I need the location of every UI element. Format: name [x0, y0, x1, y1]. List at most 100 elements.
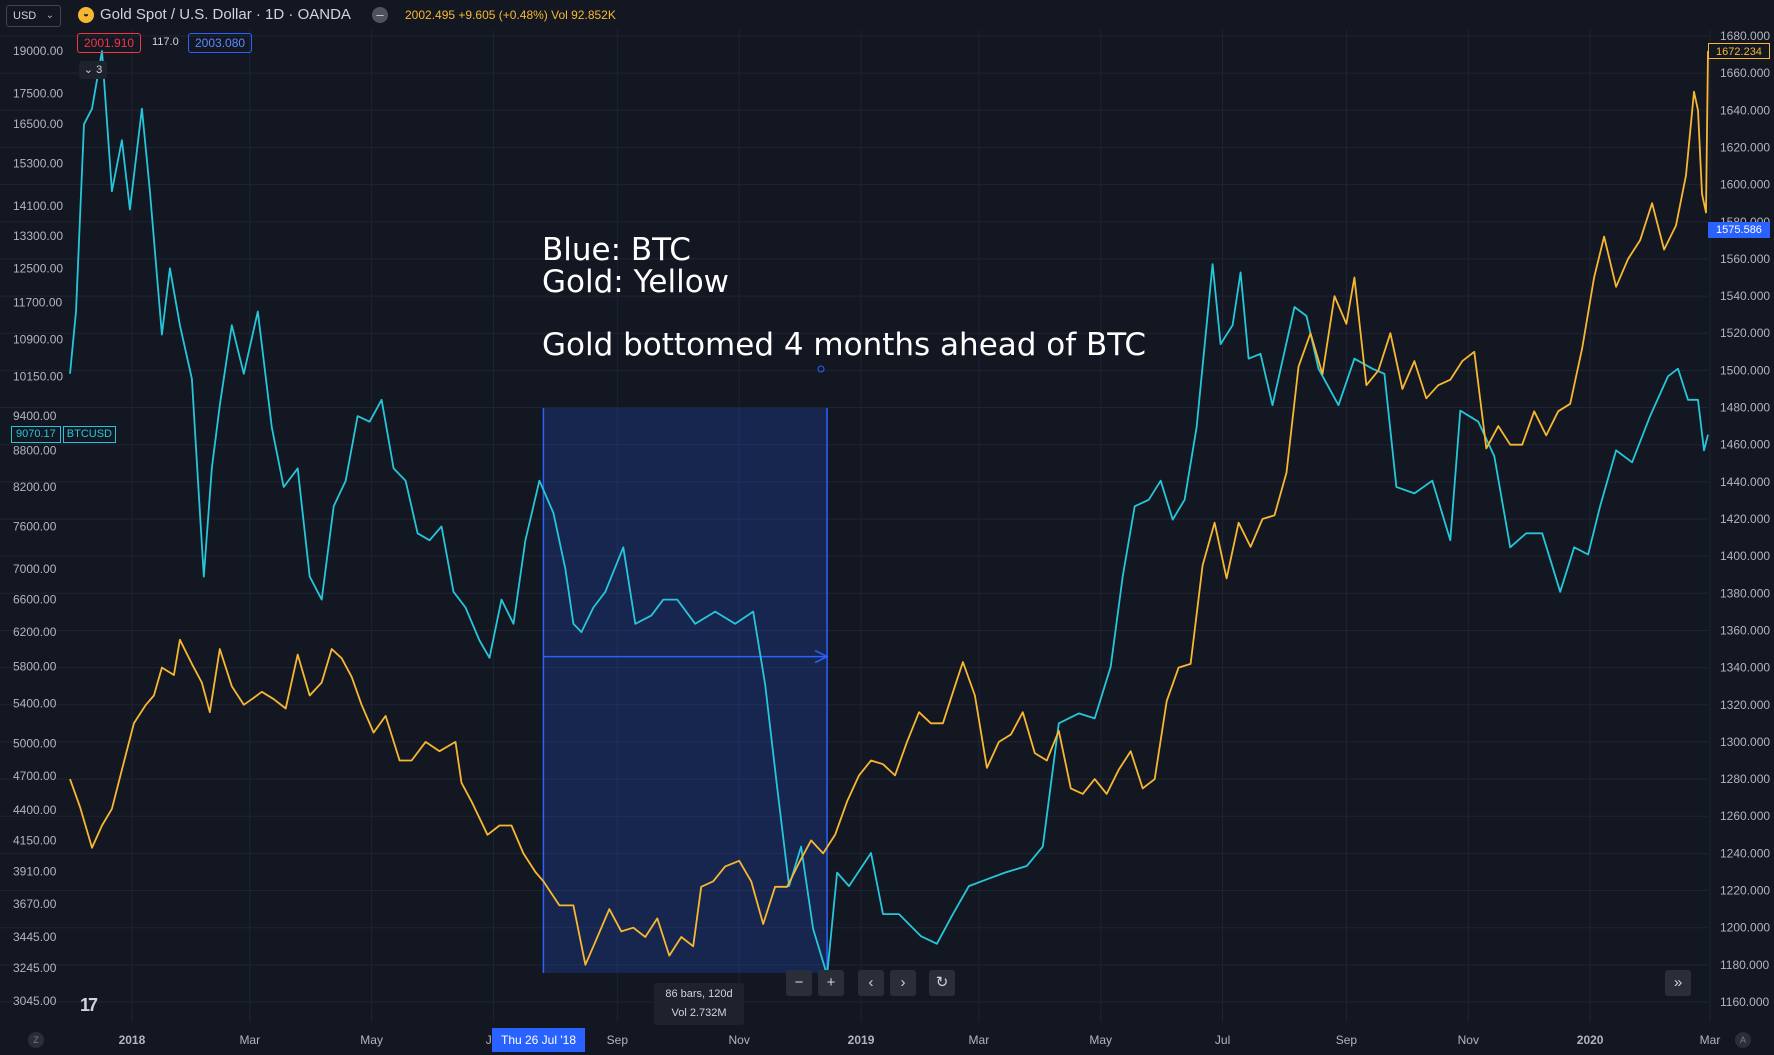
right-tick-label: 1160.000 — [1720, 995, 1769, 1009]
right-tick-label: 1240.000 — [1720, 846, 1770, 860]
right-tick-label: 1560.000 — [1720, 252, 1770, 266]
range-arrow-head — [814, 649, 829, 664]
right-tick-label: 1520.000 — [1720, 326, 1770, 340]
indicators-toggle-button[interactable]: ⌄ 3 — [79, 61, 107, 79]
currency-select[interactable]: USD ⌄ — [6, 5, 61, 27]
zoom-in-button[interactable]: + — [818, 970, 844, 996]
left-tick-label: 13300.00 — [13, 229, 63, 243]
left-tick-label: 8800.00 — [13, 443, 57, 457]
auto-scale-icon[interactable]: A — [1735, 1032, 1751, 1048]
range-bars: 86 bars, 120d — [665, 988, 733, 1000]
gold-marker-badge: 1575.586 — [1708, 222, 1770, 238]
grid-lines — [0, 30, 1711, 1022]
left-tick-label: 3245.00 — [13, 961, 57, 975]
right-tick-label: 1180.000 — [1720, 958, 1769, 972]
zoom-out-button[interactable]: − — [786, 970, 812, 996]
right-tick-label: 1380.000 — [1720, 586, 1770, 600]
x-tick-label: Mar — [1700, 1033, 1721, 1047]
time-axis[interactable]: 2018MarMayJulSepNov2019MarMayJulSepNov20… — [119, 1033, 1721, 1047]
annotation-line-2[interactable]: Gold: Yellow — [542, 264, 730, 300]
left-tick-label: 12500.00 — [13, 261, 63, 275]
x-tick-label: 2019 — [848, 1033, 875, 1047]
right-tick-label: 1460.000 — [1720, 438, 1770, 452]
right-tick-label: 1360.000 — [1720, 623, 1770, 637]
right-tick-label: 1620.000 — [1720, 140, 1770, 154]
left-tick-label: 16500.00 — [13, 117, 63, 131]
tradingview-logo-icon: 17 — [80, 995, 98, 1015]
left-tick-label: 3445.00 — [13, 930, 57, 944]
reset-chart-button[interactable]: ↻ — [929, 970, 955, 996]
scroll-right-button[interactable]: › — [890, 970, 916, 996]
left-tick-label: 6600.00 — [13, 593, 57, 607]
left-price-axis[interactable]: 19000.00 17500.00 16500.00 15300.00 14100.00… — [13, 44, 63, 1008]
right-tick-label: 1540.000 — [1720, 289, 1770, 303]
right-tick-label: 1640.000 — [1720, 103, 1770, 117]
timezone-icon[interactable]: Z — [28, 1032, 44, 1048]
range-info-tooltip: 86 bars, 120d Vol 2.732M — [654, 983, 744, 1025]
right-tick-label: 1300.000 — [1720, 735, 1770, 749]
series-lines — [69, 50, 1709, 977]
right-tick-label: 1480.000 — [1720, 401, 1770, 415]
gold-last-price-badge: 1672.234 — [1708, 43, 1770, 59]
left-tick-label: 4700.00 — [13, 769, 57, 783]
symbol-title[interactable]: Gold Spot / U.S. Dollar · 1D · OANDA — [100, 6, 351, 23]
quote-values: 2002.495 +9.605 (+0.48%) Vol 92.852K — [405, 8, 616, 22]
btc-price-label: 9070.17 BTCUSD — [11, 426, 116, 443]
left-tick-label: 17500.00 — [13, 87, 63, 101]
right-tick-label: 1400.000 — [1720, 549, 1770, 563]
left-tick-label: 15300.00 — [13, 156, 63, 170]
range-fill[interactable] — [543, 408, 828, 973]
x-tick-label: Nov — [1458, 1033, 1479, 1047]
left-tick-label: 9400.00 — [13, 409, 57, 423]
x-tick-label: Sep — [1336, 1033, 1358, 1047]
indicators-count: 3 — [96, 64, 103, 76]
x-tick-label: May — [1089, 1033, 1112, 1047]
date-range-selection[interactable] — [542, 365, 829, 973]
series-line-btcusd — [69, 50, 1709, 977]
x-tick-label: 2018 — [119, 1033, 146, 1047]
right-price-axis[interactable]: 1680.000 1660.000 1640.000 1620.000 1600.000… — [1720, 29, 1770, 1009]
left-tick-label: 7600.00 — [13, 519, 57, 533]
left-tick-label: 19000.00 — [13, 44, 63, 58]
left-tick-label: 3670.00 — [13, 897, 57, 911]
left-tick-label: 4150.00 — [13, 833, 57, 847]
right-tick-label: 1420.000 — [1720, 512, 1770, 526]
left-tick-label: 5800.00 — [13, 660, 57, 674]
x-tick-label: 2020 — [1577, 1033, 1604, 1047]
x-tick-label: Mar — [969, 1033, 990, 1047]
left-tick-label: 11700.00 — [13, 296, 62, 310]
drawing-anchor-point[interactable] — [817, 365, 825, 373]
right-tick-label: 1680.000 — [1720, 29, 1770, 43]
annotation-line-3[interactable]: Gold bottomed 4 months ahead of BTC — [542, 327, 1147, 363]
right-tick-label: 1660.000 — [1720, 66, 1770, 80]
left-tick-label: 10150.00 — [13, 369, 63, 383]
scroll-to-realtime-button[interactable]: » — [1665, 970, 1691, 996]
left-tick-label: 7000.00 — [13, 562, 57, 576]
left-tick-label: 5000.00 — [13, 737, 57, 751]
left-tick-label: 5400.00 — [13, 697, 57, 711]
sell-price-button[interactable]: 2001.910 — [77, 33, 142, 53]
x-tick-label: Mar — [239, 1033, 260, 1047]
right-tick-label: 1320.000 — [1720, 698, 1770, 712]
x-tick-label: Sep — [607, 1033, 629, 1047]
buy-price-button[interactable]: 2003.080 — [188, 33, 253, 53]
crosshair-date-label: Thu 26 Jul '18 — [492, 1028, 585, 1052]
btc-value: 9070.17 — [11, 426, 61, 443]
scroll-left-button[interactable]: ‹ — [858, 970, 884, 996]
left-tick-label: 8200.00 — [13, 480, 57, 494]
right-tick-label: 1600.000 — [1720, 178, 1770, 192]
series-line-xauusd — [69, 50, 1709, 966]
gold-symbol-icon: ◒ — [78, 7, 94, 23]
hide-series-icon[interactable]: – — [372, 7, 388, 23]
range-volume: Vol 2.732M — [671, 1007, 727, 1019]
annotation-line-1[interactable]: Blue: BTC — [542, 232, 691, 268]
left-tick-label: 6200.00 — [13, 625, 57, 639]
chevron-down-icon: ⌄ — [45, 10, 54, 21]
right-tick-label: 1280.000 — [1720, 772, 1770, 786]
currency-value: USD — [13, 10, 37, 22]
spread-value: 117.0 — [152, 36, 179, 48]
right-tick-label: 1440.000 — [1720, 475, 1770, 489]
right-tick-label: 1200.000 — [1720, 921, 1770, 935]
